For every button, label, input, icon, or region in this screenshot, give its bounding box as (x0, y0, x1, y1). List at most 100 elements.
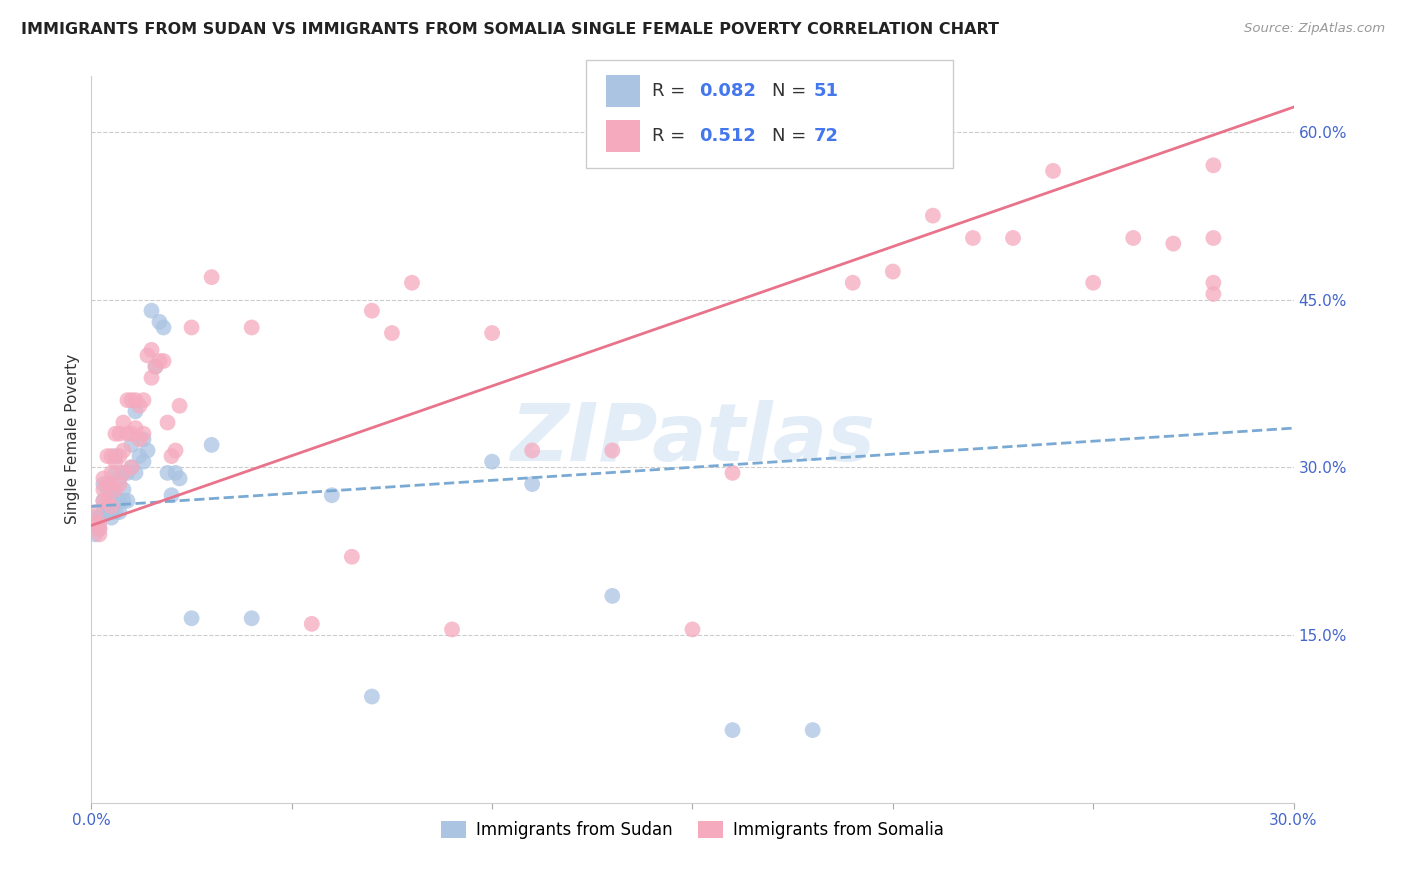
Point (100, 510, 122, 524)
Point (681, 623, 703, 637)
Text: N =: N = (772, 82, 811, 100)
Point (136, 443, 159, 458)
Point (128, 432, 150, 446)
Point (301, 616, 323, 631)
Point (84, 505, 107, 519)
Point (89, 510, 111, 524)
Point (96, 483, 118, 497)
Point (96, 500, 118, 514)
Point (108, 493, 131, 508)
Point (481, 455, 503, 469)
Point (401, 276, 423, 290)
Point (112, 466, 135, 480)
Y-axis label: Single Female Poverty: Single Female Poverty (65, 354, 80, 524)
Point (340, 549, 363, 564)
Point (180, 611, 202, 625)
Point (93, 493, 115, 508)
Point (108, 477, 131, 491)
Point (96, 505, 118, 519)
Point (104, 455, 127, 469)
Text: R =: R = (652, 82, 692, 100)
Point (721, 466, 744, 480)
Point (100, 466, 122, 480)
Point (381, 326, 404, 340)
Point (922, 209, 945, 223)
Point (152, 354, 174, 368)
Point (602, 589, 624, 603)
Point (124, 393, 146, 408)
Point (100, 505, 122, 519)
Text: 51: 51 (814, 82, 839, 100)
Point (201, 270, 224, 285)
Text: 72: 72 (814, 127, 839, 145)
Point (121, 460, 143, 475)
Point (1202, 158, 1225, 172)
Point (1202, 287, 1225, 301)
Point (89, 522, 111, 536)
Point (1202, 231, 1225, 245)
Point (141, 343, 163, 357)
Point (321, 488, 343, 502)
Point (84, 527, 107, 541)
Point (104, 466, 127, 480)
Point (100, 477, 122, 491)
Point (89, 527, 111, 541)
Point (121, 393, 143, 408)
Point (132, 426, 155, 441)
Point (104, 483, 127, 497)
Point (160, 449, 183, 463)
Point (156, 466, 179, 480)
Point (180, 320, 202, 334)
Point (132, 393, 155, 408)
Point (96, 493, 118, 508)
Point (240, 320, 263, 334)
Point (89, 522, 111, 536)
Point (141, 371, 163, 385)
Point (112, 416, 135, 430)
Point (132, 432, 155, 446)
Point (141, 303, 163, 318)
Point (1001, 231, 1024, 245)
Point (84, 510, 107, 524)
Point (522, 443, 544, 458)
Point (360, 303, 382, 318)
Point (522, 477, 544, 491)
Point (602, 443, 624, 458)
Text: Source: ZipAtlas.com: Source: ZipAtlas.com (1244, 22, 1385, 36)
Point (145, 359, 167, 374)
Point (721, 723, 744, 737)
Point (882, 264, 904, 278)
Point (112, 443, 135, 458)
Point (145, 359, 167, 374)
Point (89, 516, 111, 531)
Point (148, 315, 170, 329)
Point (108, 505, 131, 519)
Point (160, 488, 183, 502)
Point (169, 399, 191, 413)
Point (121, 426, 143, 441)
Point (117, 426, 139, 441)
Point (1163, 236, 1185, 251)
Point (112, 483, 135, 497)
Point (108, 449, 131, 463)
Point (93, 493, 115, 508)
Legend: Immigrants from Sudan, Immigrants from Somalia: Immigrants from Sudan, Immigrants from S… (434, 814, 950, 846)
Point (104, 505, 127, 519)
Point (100, 483, 122, 497)
Point (128, 399, 150, 413)
Point (93, 483, 115, 497)
Point (124, 404, 146, 418)
Text: N =: N = (772, 127, 811, 145)
Text: 0.512: 0.512 (699, 127, 755, 145)
Point (93, 477, 115, 491)
Point (440, 623, 463, 637)
Point (104, 449, 127, 463)
Point (962, 231, 984, 245)
Point (201, 438, 224, 452)
Point (100, 488, 122, 502)
Point (1202, 276, 1225, 290)
Point (169, 471, 191, 485)
Point (124, 466, 146, 480)
Point (100, 500, 122, 514)
Text: IMMIGRANTS FROM SUDAN VS IMMIGRANTS FROM SOMALIA SINGLE FEMALE POVERTY CORRELATI: IMMIGRANTS FROM SUDAN VS IMMIGRANTS FROM… (21, 22, 1000, 37)
